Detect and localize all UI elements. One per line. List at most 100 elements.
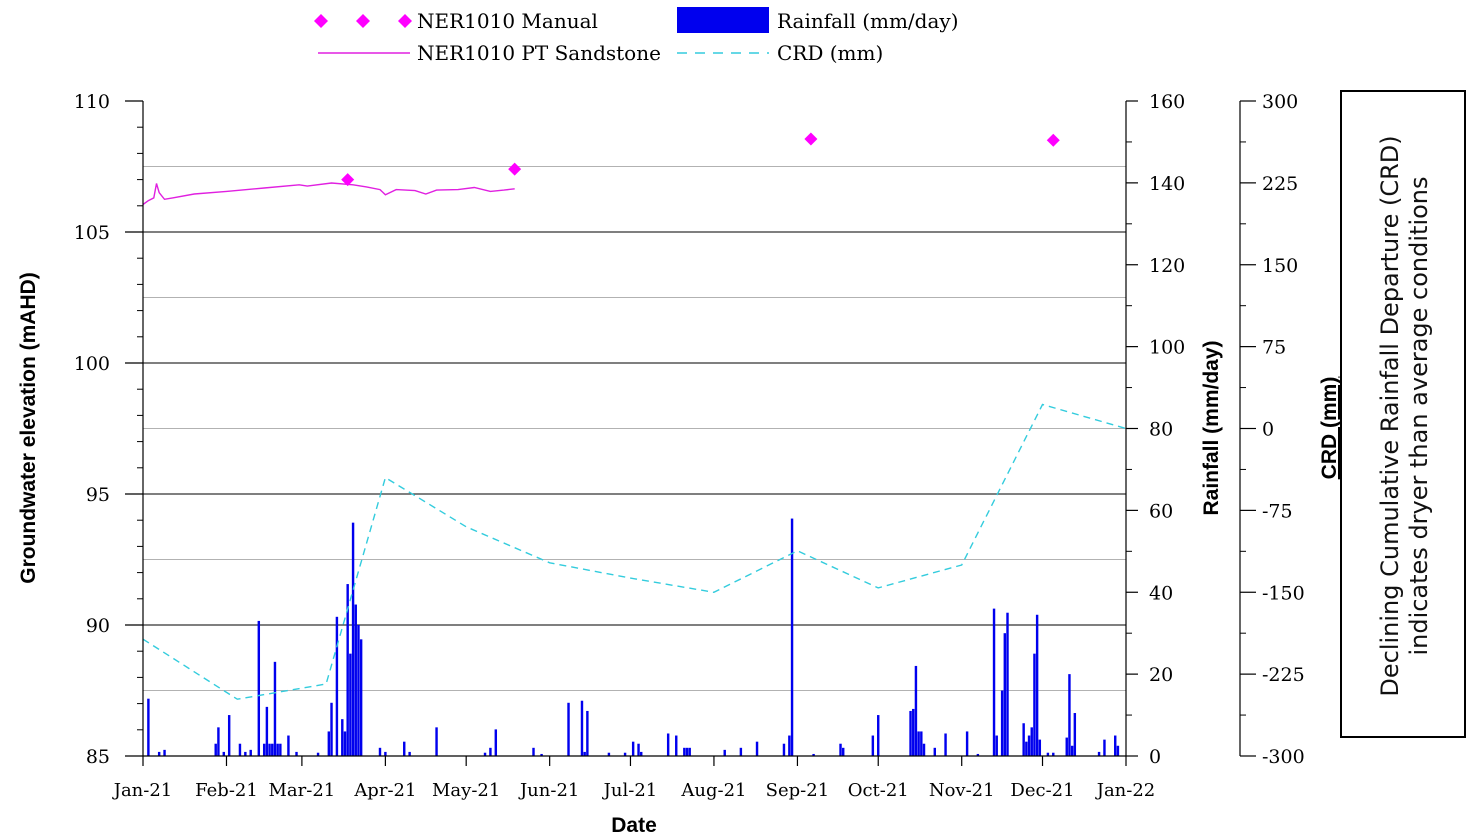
legend-manual-label: NER1010 Manual [417,9,598,33]
rainfall-bar [567,702,570,756]
rainfall-bar [933,747,936,756]
y-crd-tick-label: 225 [1262,173,1298,195]
rainfall-bar [316,752,320,756]
legend-manual-marker-2 [356,14,370,28]
y-crd-tick-label: -150 [1262,582,1305,604]
x-tick-label: Apr-21 [353,780,416,801]
rainfall-bar [265,706,269,756]
rainfall-bar [279,743,282,756]
rainfall-bar [351,522,355,756]
x-tick-label: Jul-21 [602,780,658,801]
y-left-tick-label: 95 [86,484,110,506]
rainfall-bar [965,731,969,756]
legend-manual-marker-1 [314,14,328,28]
y-left-tick-label: 85 [86,746,110,768]
rainfall-bar [631,741,635,756]
pt-sandstone-line [142,182,515,206]
rainfall-bar [1114,735,1117,756]
manual-point [1046,133,1060,147]
y-crd-axis-title: CRD (mm) [1318,377,1341,480]
y-crd-tick-label: -75 [1262,500,1293,522]
rainfall-bar [842,747,845,756]
rainfall-bar [238,743,242,756]
rainfall-bar [354,604,357,756]
rainfall-bar [944,733,947,756]
y-left-tick-label: 100 [74,353,110,375]
y-rain-tick-label: 0 [1149,746,1161,768]
crd-series-line [142,403,1127,700]
crd-note-text: Declining Cumulative Rainfall Departure … [1376,135,1433,697]
rainfall-bar [271,743,274,756]
manual-point [804,132,818,146]
rainfall-bar [812,753,815,756]
y-rain-tick-label: 100 [1149,337,1185,359]
rainfall-bar [607,752,611,756]
rainfall-bar [640,751,643,756]
legend-crd-label: CRD (mm) [777,41,883,65]
rainfall-bar [1068,674,1071,756]
y-left-tick-label: 105 [74,222,110,244]
rainfall-bar [494,729,498,756]
rainfall-bar [384,751,387,756]
rainfall-bar [992,608,996,756]
rainfall-bar [295,751,298,756]
rainfall-bar [483,752,487,756]
x-tick-label: Mar-21 [269,780,336,801]
x-tick-label: Sep-21 [766,780,830,801]
rainfall-bar [214,743,217,756]
legend-manual-marker-3 [398,14,412,28]
rainfall-bar [683,747,686,756]
y-left-tick-label: 90 [86,615,110,637]
rainfall-bar [912,708,915,756]
rainfall-bar [330,702,333,756]
rainfall-bar [917,731,920,756]
rainfall-bar [540,753,543,756]
x-tick-label: Oct-21 [848,780,909,801]
axes: 85 90 95 100 105 110 0 20 40 60 80 100 120 140 160 -300… [74,91,1305,801]
crd-note-box: Declining Cumulative Rainfall Departure … [1340,90,1466,738]
y-rain-tick-label: 40 [1149,582,1173,604]
y-rain-tick-label: 60 [1149,500,1173,522]
y-crd-tick-label: 0 [1262,419,1274,441]
y-rain-tick-label: 80 [1149,419,1173,441]
rainfall-bar [435,727,438,756]
rainfall-bar [877,715,880,756]
rainfall-bar [287,735,290,756]
rainfall-bar [147,698,150,756]
rainfall-bar [1022,723,1025,756]
rainfall-bar [217,727,220,756]
rainfall-bar [839,743,842,756]
x-tick-label: Aug-21 [680,780,746,801]
rainfall-bar [1046,752,1050,756]
rainfall-bar [580,700,584,756]
rainfall-bar [1116,745,1120,756]
manual-point [508,162,522,176]
rainfall-bar [532,747,535,756]
legend-rain-label: Rainfall (mm/day) [777,9,959,33]
x-tick-label: Jan-22 [1095,780,1156,801]
rainfall-bar [782,743,786,756]
rainfall-bar [1052,752,1055,756]
y-crd-tick-label: 150 [1262,255,1298,277]
grid-layer [143,166,1126,691]
rainfall-bar [408,751,411,756]
rainfall-bar [227,715,231,756]
rainfall-bar [723,749,726,756]
rainfall-bar [163,749,166,756]
rainfall-bar [359,639,363,756]
rainfall-bar [222,751,226,756]
rainfall-bar [871,735,875,756]
rainfall-bar [327,731,331,756]
x-tick-label: May-21 [432,780,500,801]
rainfall-bar [276,743,279,756]
rainfall-bar [341,719,344,756]
rainfall-bar [1003,633,1007,756]
rainfall-bar [909,710,912,756]
rainfall-bar [788,735,791,756]
legend-rain-swatch [677,7,769,33]
rainfall-bar [357,625,360,756]
rainfall-bar [403,741,406,756]
rainfall-bar [1006,612,1009,756]
rainfall-bar [489,747,492,756]
y-left-tick-label: 110 [74,91,110,113]
